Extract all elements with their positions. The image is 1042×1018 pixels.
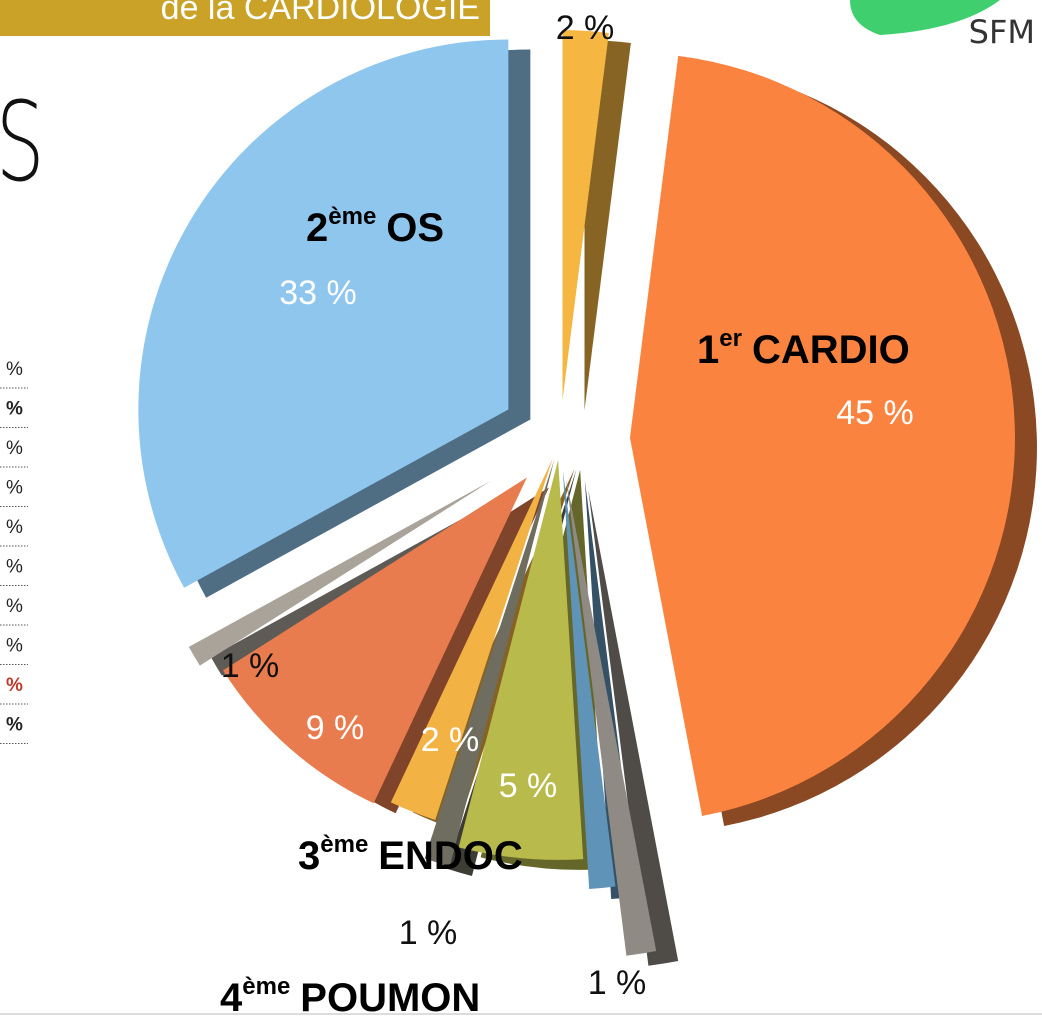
list-item: %	[6, 596, 23, 617]
annotation-sup: ème	[320, 831, 368, 858]
slice	[562, 469, 616, 890]
annotation-rank: 3	[298, 834, 320, 878]
annotation: 1er CARDIO	[697, 325, 910, 371]
logo-shape	[850, 0, 1000, 35]
list-item: %	[6, 399, 23, 420]
heading: S	[0, 79, 45, 206]
slice	[222, 477, 527, 804]
labels: 2 %45 %1 %5 %1 %2 %9 %1 %33 %1er CARDIO2è…	[220, 9, 914, 1018]
annotation-text: CARDIO	[752, 328, 910, 372]
list-item: %	[6, 359, 23, 380]
slice	[390, 458, 553, 820]
slice-label: 2 %	[556, 9, 615, 47]
annotation-rank: 2	[306, 206, 328, 250]
annotation-rank: 4	[220, 976, 243, 1018]
list-item: %	[6, 557, 23, 578]
list-item: %	[6, 715, 23, 736]
slice-side	[588, 489, 679, 966]
annotation-text: ENDOC	[378, 834, 522, 878]
list-item: %	[6, 438, 23, 459]
slice	[629, 55, 1015, 816]
slice	[566, 479, 657, 956]
list-item: %	[6, 636, 23, 657]
annotation: 2ème OS	[306, 203, 444, 249]
slice	[458, 459, 584, 860]
slice	[138, 39, 509, 588]
slice-label: 45 %	[836, 394, 914, 432]
annotation-sup: er	[719, 325, 742, 352]
slice-label: 2 %	[421, 721, 480, 759]
annotation-text: POUMON	[300, 976, 480, 1018]
slice	[562, 30, 609, 401]
annotation-rank: 1	[697, 328, 719, 372]
pie	[138, 30, 1037, 966]
slice-label: 1 %	[399, 914, 458, 952]
slice-label: 1 %	[221, 647, 280, 685]
slice-label: 5 %	[499, 767, 558, 805]
logo: SFM	[969, 13, 1035, 51]
list-item: %	[6, 675, 23, 696]
list-item: %	[6, 478, 23, 499]
annotation: 4ème POUMON	[220, 973, 480, 1018]
banner-bg	[0, 0, 490, 36]
annotation-sup: ème	[328, 203, 376, 230]
side-list: %%%%%%%%%%	[0, 359, 28, 744]
banner: de la CARDIOLOGIE	[161, 0, 480, 27]
slice-label: 33 %	[279, 274, 357, 312]
annotation-sup: ème	[242, 973, 290, 1000]
slice-label: 9 %	[306, 709, 365, 747]
slice	[188, 480, 492, 666]
annotation-text: OS	[386, 206, 444, 250]
slice-label: 1 %	[588, 964, 647, 1002]
annotation: 3ème ENDOC	[298, 831, 523, 877]
slice	[424, 459, 555, 867]
list-item: %	[6, 517, 23, 538]
